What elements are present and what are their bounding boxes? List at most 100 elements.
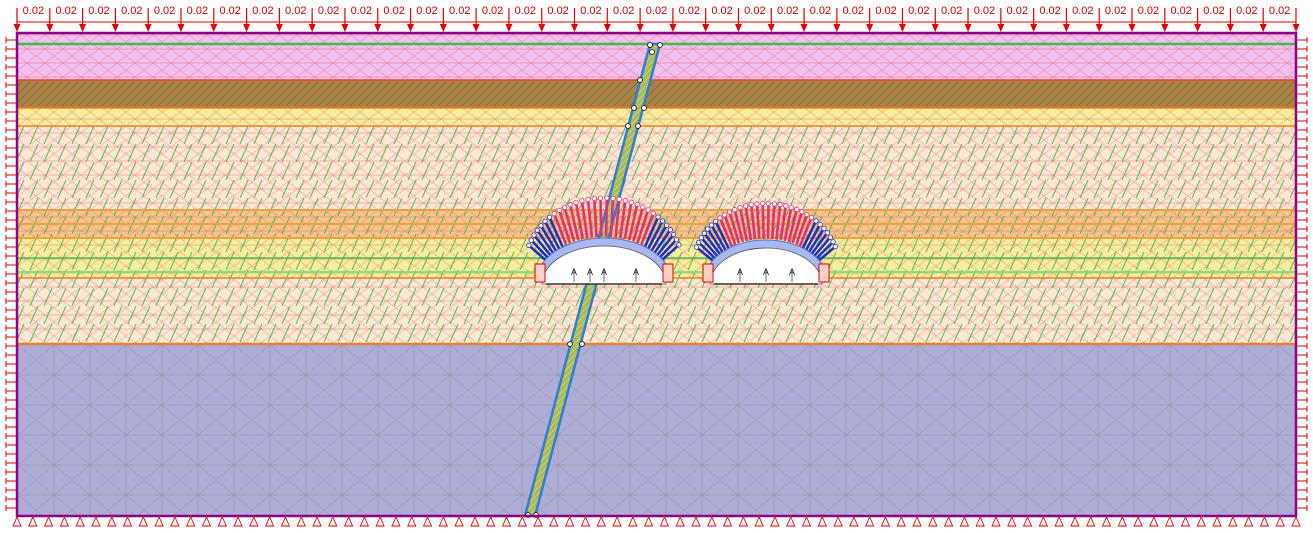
side-fixity [5,37,16,43]
bottom-fixity [454,515,464,527]
load-arrow [177,8,185,32]
side-fixity [5,388,16,394]
load-arrow [341,8,349,32]
load-arrow [505,8,513,32]
side-fixity [5,127,16,133]
fault-node [631,105,637,111]
bottom-fixity [107,515,117,527]
anchor-head [673,236,680,243]
rock-anchor [655,233,675,257]
load-arrow [669,8,677,32]
side-fixity [1297,208,1308,214]
load-arrow [1062,8,1070,32]
bottom-fixity [675,515,685,527]
rock-anchor [804,223,822,251]
bottom-fixity [801,515,812,527]
side-fixity [1297,64,1308,70]
anchor-head [813,218,819,224]
side-fixity [5,154,16,160]
side-fixity [1297,442,1308,448]
side-fixity [1297,46,1308,52]
bottom-fixity [643,515,654,527]
side-fixity [5,199,16,205]
anchor-head [824,230,830,236]
bottom-fixity [359,515,370,527]
side-fixity [1297,352,1308,358]
side-fixity [5,64,16,70]
side-fixity [5,397,16,403]
rock-anchor [543,220,561,250]
anchor-head [765,200,772,207]
anchor-head [671,231,677,238]
side-fixity [1297,370,1308,376]
side-fixity [5,307,16,313]
bottom-fixity [1022,515,1033,527]
rock-anchor [795,214,809,246]
load-arrow [46,8,54,32]
bottom-fixity [991,515,1001,527]
load-value-label: 0.02 [875,5,896,17]
load-value-label: 0.02 [1171,5,1192,17]
load-arrow [538,8,546,32]
load-arrow [1161,8,1169,32]
load-arrow [308,8,316,32]
side-fixity [1297,73,1308,79]
rock-anchor [779,205,788,241]
bottom-fixity [1196,515,1206,527]
load-value-label: 0.02 [1007,5,1028,17]
bottom-fixity [596,515,606,527]
side-fixity [1297,496,1308,502]
fault-node [657,42,663,48]
load-value-label: 0.02 [482,5,503,17]
side-fixity [5,46,16,52]
load-arrow [13,8,21,32]
anchor-head [628,199,634,205]
rock-anchor [755,203,761,240]
side-fixity [1297,397,1308,403]
load-value-label: 0.02 [351,5,372,17]
side-fixity [1297,361,1308,367]
rock-anchor [623,202,633,240]
side-fixity [5,316,16,322]
side-fixity [5,253,16,259]
anchor-head [708,222,715,228]
load-value-label: 0.02 [154,5,175,17]
bottom-fixity [154,515,164,527]
side-fixity [1297,199,1308,205]
anchor-head [676,242,682,248]
bottom-fixity [375,515,385,527]
support-label: A [789,267,795,277]
fault-node [625,123,631,129]
bottom-fixity [864,515,875,527]
side-fixity [5,442,16,448]
load-arrow [571,8,579,32]
surface-load[interactable]: 0.02 0.02 0.02 0.02 0.02 0.02 0.02 0.02 0.02 0.02… [13,5,1300,32]
anchor-head [551,211,557,217]
load-value-label: 0.02 [318,5,339,17]
rock-anchor [563,206,576,242]
load-value-label: 0.02 [383,5,404,17]
side-fixity [1297,298,1308,304]
load-arrow [210,8,218,32]
anchor-head [645,207,651,213]
anchor-head [804,211,810,218]
support-label: A [571,267,577,277]
load-arrow [734,8,742,32]
rock-anchor [723,214,737,246]
fault-node [647,42,653,48]
bottom-fixity [722,515,733,527]
anchor-head [531,232,537,238]
rock-anchor [718,217,734,247]
anchor-head [655,214,661,220]
side-fixity [1297,100,1308,106]
rock-anchor [647,220,664,250]
bottom-fixity [391,515,401,527]
bottom-fixity [43,515,54,527]
anchor-head [556,207,562,213]
rock-anchor [703,232,722,256]
